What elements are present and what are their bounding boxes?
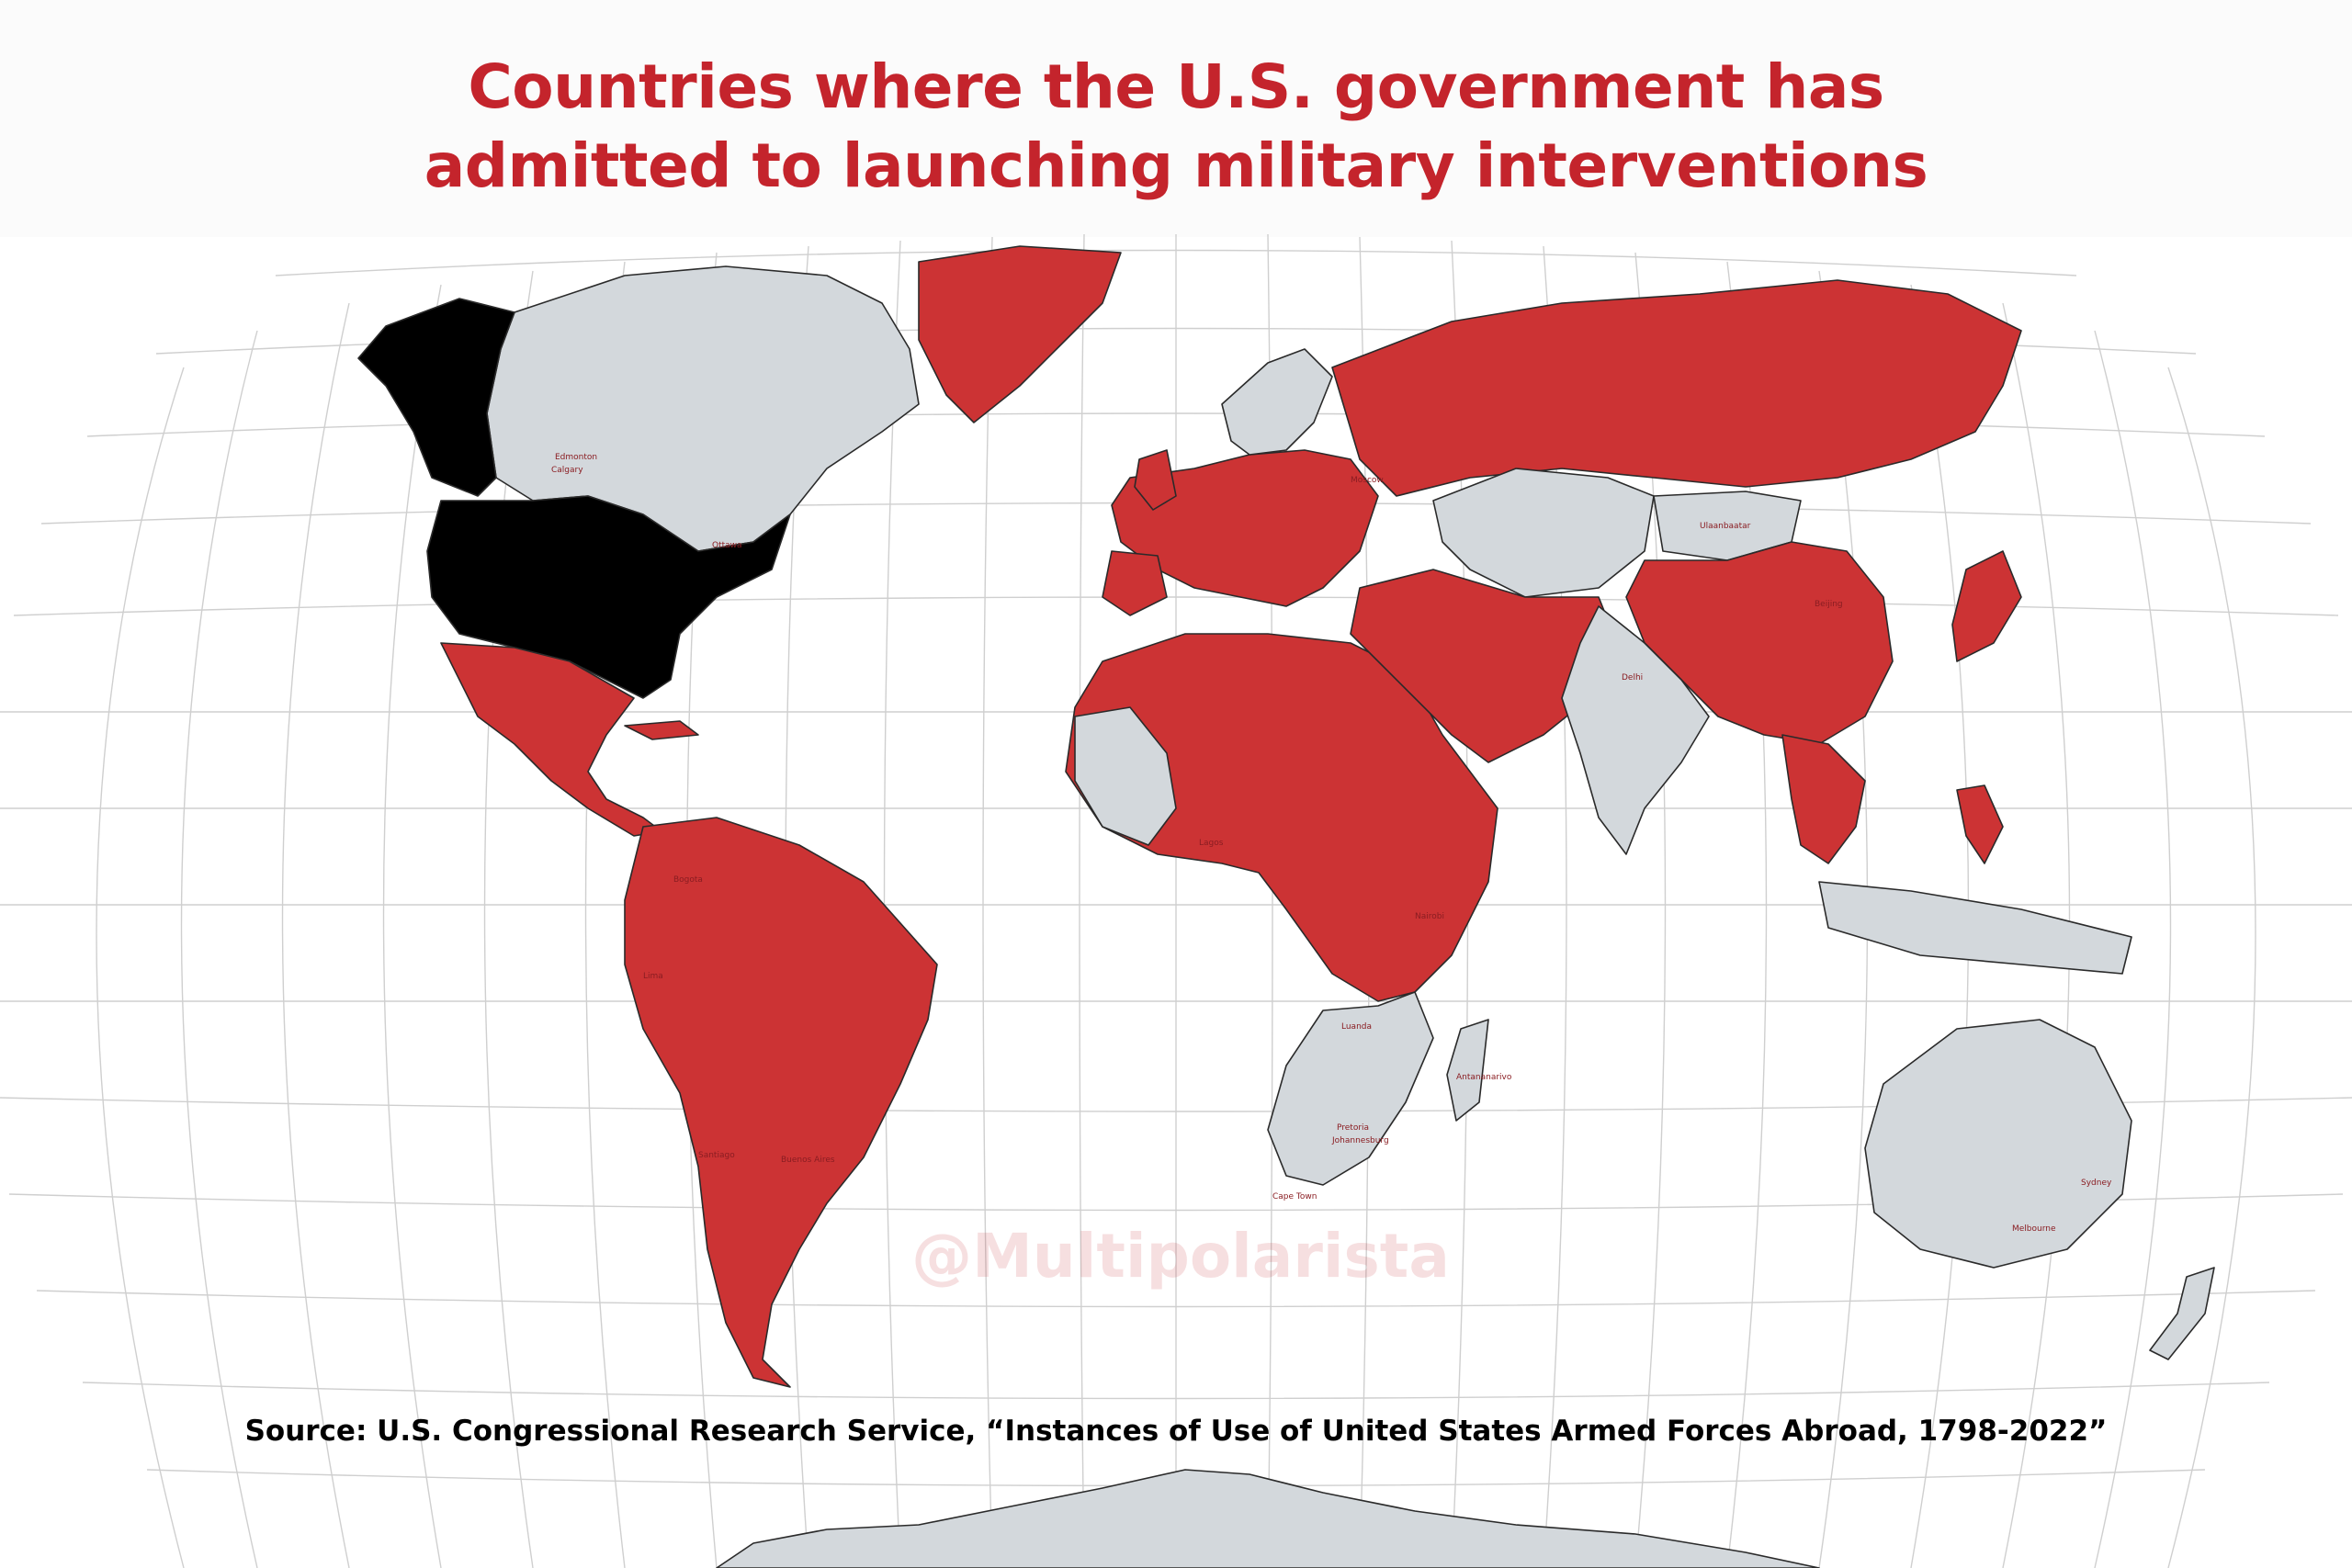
region-southern-africa — [1267, 991, 1434, 1186]
region-alaska — [357, 298, 515, 497]
region-british-isles — [1134, 449, 1177, 511]
city-label: Ulaanbaatar — [1700, 522, 1751, 531]
city-label: Pretoria — [1337, 1123, 1369, 1133]
city-label: Melbourne — [2012, 1224, 2056, 1234]
region-southeast-asia — [1781, 734, 1866, 864]
city-label: Lima — [643, 972, 663, 981]
city-label: Cape Town — [1272, 1192, 1317, 1201]
region-antarctica — [716, 1469, 1820, 1568]
title-banner — [0, 0, 2352, 237]
region-madagascar — [1446, 1019, 1489, 1122]
city-label: Luanda — [1341, 1022, 1372, 1032]
region-south-america — [624, 817, 938, 1388]
region-central-asia — [1432, 468, 1655, 598]
city-label: Lagos — [1199, 839, 1224, 848]
region-middle-east — [1350, 569, 1618, 763]
graticule — [0, 233, 2352, 1568]
region-australia — [1864, 1019, 2132, 1269]
region-indonesia — [1818, 881, 2132, 975]
region-united-states — [426, 495, 791, 699]
map-title: Countries where the U.S. government has … — [0, 48, 2352, 206]
region-mexico — [440, 642, 662, 837]
city-label: Ottawa — [712, 541, 742, 550]
region-new-zealand — [2149, 1267, 2215, 1360]
region-africa — [1065, 633, 1498, 1002]
city-label: Johannesburg — [1331, 1136, 1389, 1145]
city-label: Delhi — [1622, 673, 1643, 682]
region-caribbean — [624, 720, 699, 740]
watermark: @Multipolarista — [911, 1221, 1450, 1292]
region-india — [1561, 605, 1710, 855]
city-label: Buenos Aires — [781, 1156, 835, 1165]
city-labels: Edmonton Calgary Ottawa Bogota Moscow Ul… — [551, 453, 2112, 1234]
source-caption: Source: U.S. Congressional Research Serv… — [244, 1415, 2108, 1448]
world-map: Edmonton Calgary Ottawa Bogota Moscow Ul… — [0, 233, 2352, 1568]
region-philippines — [1956, 784, 2004, 864]
city-label: Moscow — [1351, 476, 1384, 485]
city-label: Bogota — [673, 875, 703, 885]
city-label: Antananarivo — [1456, 1073, 1512, 1082]
city-label: Sydney — [2081, 1179, 2112, 1188]
region-west-africa — [1074, 706, 1177, 846]
city-label: Nairobi — [1415, 912, 1444, 921]
map-title-line-1: Countries where the U.S. government has — [468, 51, 1884, 122]
region-iberia — [1102, 550, 1168, 616]
map-title-line-2: admitted to launching military intervent… — [424, 130, 1928, 201]
city-label: Beijing — [1815, 600, 1843, 609]
landmasses — [357, 245, 2215, 1568]
region-japan — [1951, 550, 2022, 662]
city-label: Edmonton — [555, 453, 597, 462]
region-greenland — [918, 245, 1122, 423]
region-scandinavia — [1221, 348, 1333, 456]
region-europe — [1111, 449, 1379, 607]
city-label: Calgary — [551, 466, 583, 475]
region-russia — [1331, 279, 2022, 497]
city-label: Santiago — [698, 1151, 735, 1160]
